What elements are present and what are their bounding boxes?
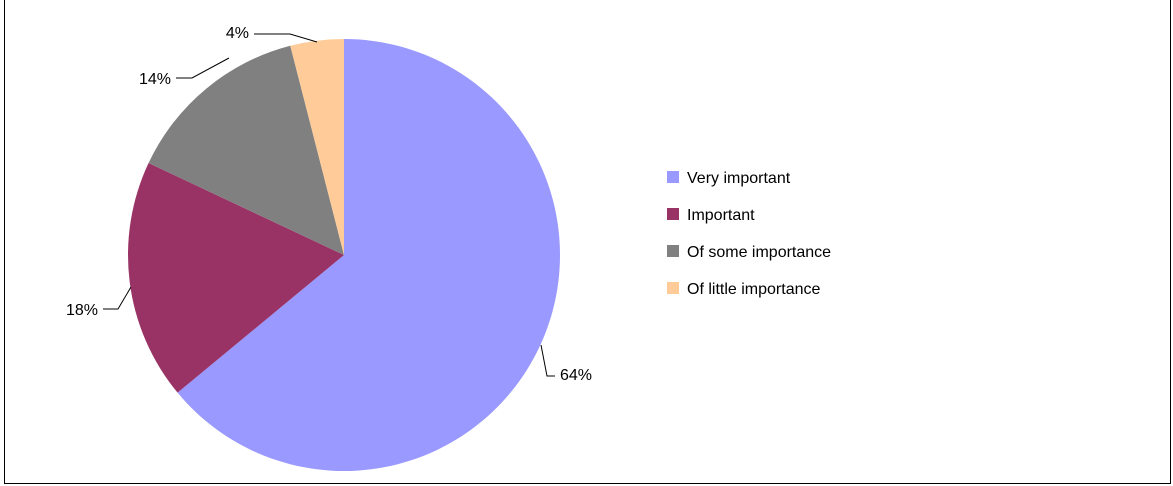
legend-swatch <box>667 171 679 183</box>
data-label: 18% <box>66 302 98 319</box>
leader-line <box>103 286 132 310</box>
pie-slice-important <box>128 163 344 393</box>
leader-line <box>254 33 318 43</box>
legend-swatch <box>667 245 679 257</box>
pie-slice-very-important <box>177 39 560 472</box>
legend-swatch <box>667 208 679 220</box>
legend-label: Of some importance <box>687 244 831 261</box>
leader-line <box>540 344 555 377</box>
pie-slice-of-some-importance <box>148 45 344 255</box>
data-labels: 64% 18% 14% 4% <box>66 25 592 384</box>
leader-lines <box>103 33 555 377</box>
legend-label: Of little importance <box>687 281 820 298</box>
legend-label: Very important <box>687 170 791 187</box>
legend: Very important Important Of some importanc… <box>667 170 831 298</box>
data-label: 64% <box>560 367 592 384</box>
legend-swatch <box>667 282 679 294</box>
pie-slices <box>128 39 560 472</box>
pie-slice-of-little-importance <box>290 39 344 255</box>
leader-line <box>176 57 230 79</box>
legend-label: Important <box>687 207 755 224</box>
data-label: 4% <box>226 25 249 42</box>
data-label: 14% <box>139 71 171 88</box>
